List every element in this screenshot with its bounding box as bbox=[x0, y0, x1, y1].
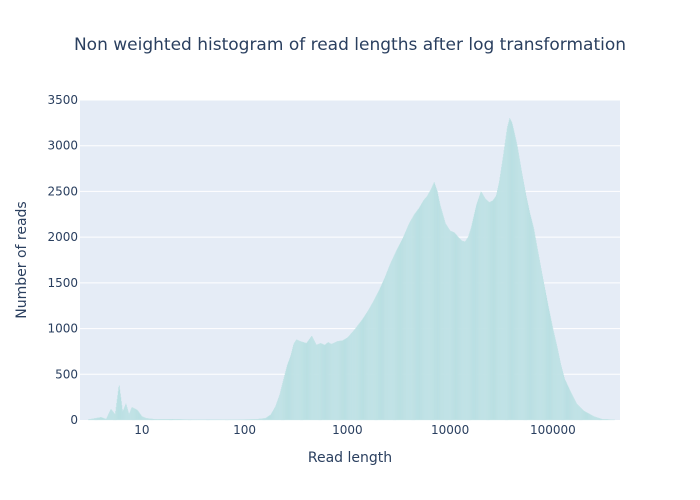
x-tick-label: 1000 bbox=[332, 423, 363, 437]
histogram-bars bbox=[88, 118, 615, 421]
y-tick-label: 500 bbox=[55, 367, 78, 381]
y-tick-label: 1000 bbox=[47, 322, 78, 336]
x-axis-ticks: 10 100 1000 10000 100000 bbox=[134, 423, 576, 437]
y-tick-label: 0 bbox=[70, 413, 78, 427]
y-axis-ticks: 0 500 1000 1500 2000 2500 3000 3500 bbox=[47, 93, 78, 427]
x-tick-label: 100000 bbox=[530, 423, 576, 437]
chart-title: Non weighted histogram of read lengths a… bbox=[74, 35, 626, 55]
y-tick-label: 1500 bbox=[47, 276, 78, 290]
x-tick-label: 100 bbox=[233, 423, 256, 437]
x-tick-label: 10000 bbox=[431, 423, 469, 437]
y-tick-label: 3000 bbox=[47, 139, 78, 153]
x-tick-label: 10 bbox=[134, 423, 149, 437]
y-tick-label: 2500 bbox=[47, 184, 78, 198]
y-axis-title: Number of reads bbox=[14, 201, 30, 318]
y-tick-label: 3500 bbox=[47, 93, 78, 107]
gridlines bbox=[80, 99, 620, 375]
x-axis-title: Read length bbox=[308, 450, 392, 466]
y-tick-label: 2000 bbox=[47, 230, 78, 244]
